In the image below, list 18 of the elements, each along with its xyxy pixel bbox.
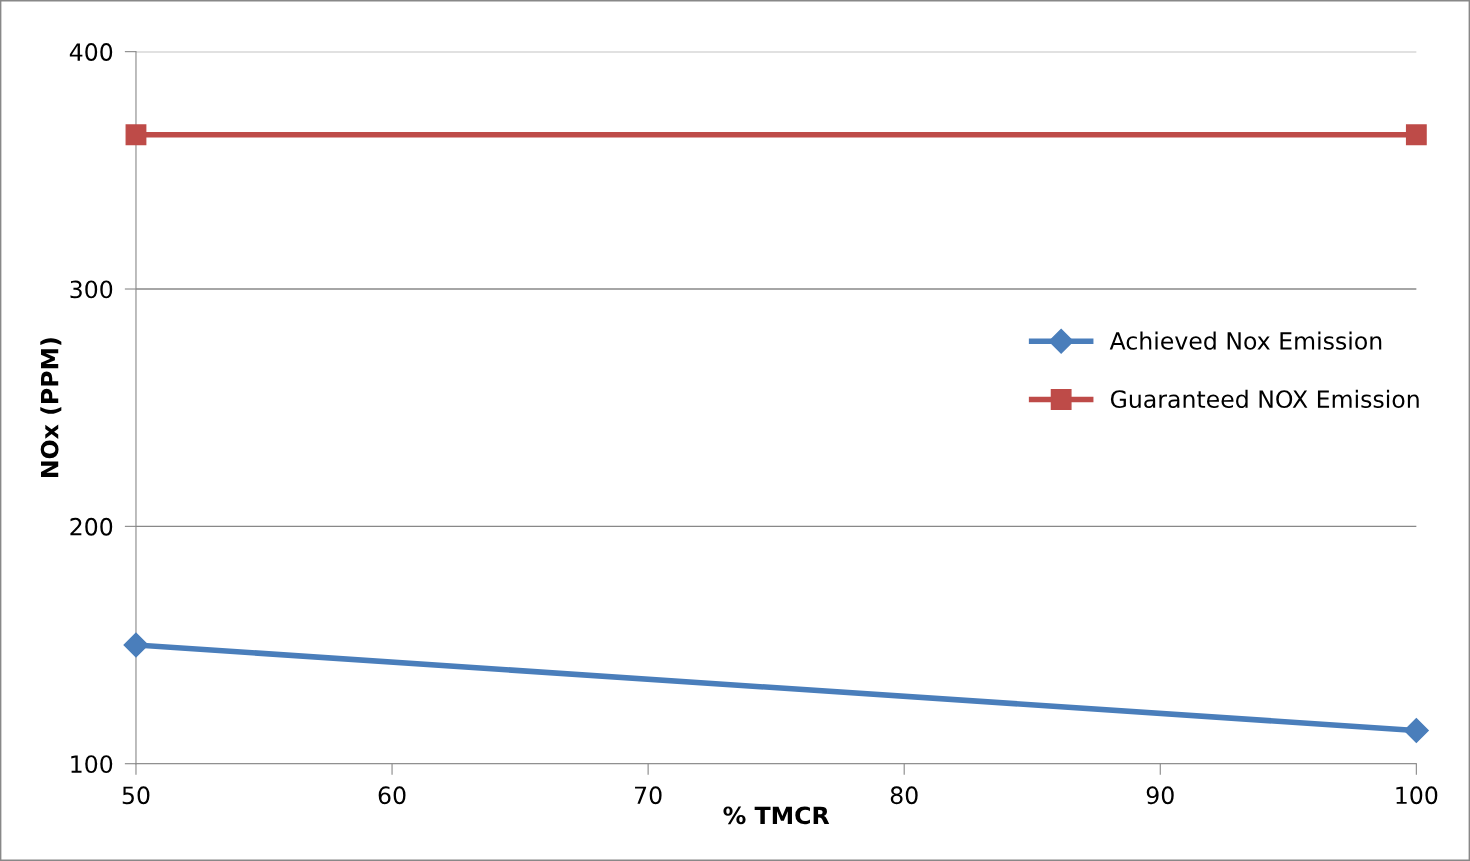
x-axis-title: % TMCR xyxy=(723,806,830,825)
point xyxy=(125,124,147,146)
y-axis-title: NOx (PPM) xyxy=(40,338,62,477)
point xyxy=(1403,717,1429,743)
y-tick-label: 200 xyxy=(70,517,113,536)
x-tick-label: 90 xyxy=(1146,786,1174,805)
legend-label: Achieved Nox Emission xyxy=(1109,331,1382,350)
x-tick-label: 50 xyxy=(122,786,150,805)
x-tick-label: 60 xyxy=(378,786,406,805)
y-tick-label: 400 xyxy=(69,43,113,61)
y-tick-label: 100 xyxy=(71,755,113,774)
x-tick-label: 100 xyxy=(1396,786,1438,805)
legend-label: Guaranteed NOX Emission xyxy=(1110,389,1419,409)
point xyxy=(123,632,149,658)
y-tick-label: 300 xyxy=(70,280,113,299)
x-tick-label: 70 xyxy=(635,786,662,805)
x-tick-label: 80 xyxy=(890,786,918,805)
point xyxy=(1405,124,1427,146)
